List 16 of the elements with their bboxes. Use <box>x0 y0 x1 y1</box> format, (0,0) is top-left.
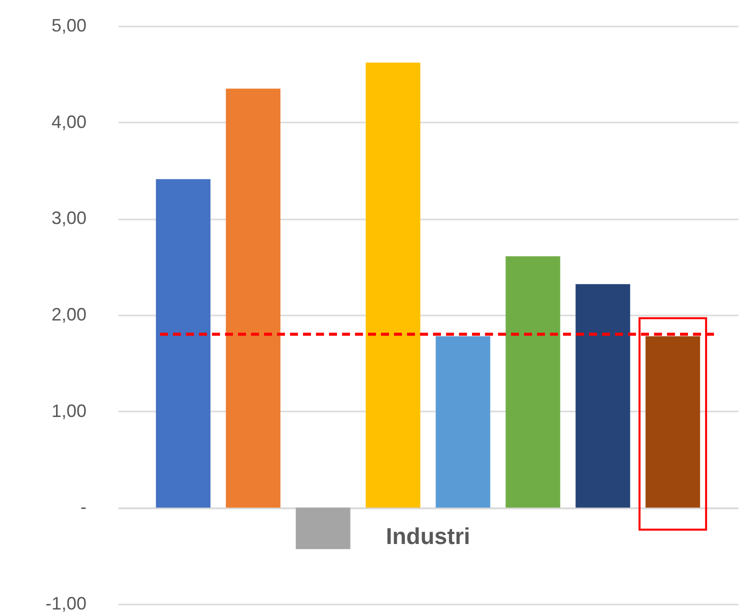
y-tick-label: 2,00 <box>51 304 86 324</box>
bar <box>506 256 560 508</box>
y-tick-label: 5,00 <box>51 16 86 36</box>
bar <box>646 336 700 508</box>
bar <box>296 508 350 550</box>
y-tick-label: 4,00 <box>51 112 86 132</box>
bar <box>576 284 630 508</box>
x-tick-label: Industri <box>386 523 470 550</box>
y-tick-label: 1,00 <box>51 400 86 421</box>
bar <box>156 179 210 508</box>
bar <box>366 62 420 508</box>
bar <box>226 88 280 508</box>
y-tick-label: 3,00 <box>51 208 86 228</box>
y-tick-label: -1,00 <box>45 594 86 614</box>
y-tick-label: - <box>80 497 86 518</box>
bar <box>436 336 490 508</box>
